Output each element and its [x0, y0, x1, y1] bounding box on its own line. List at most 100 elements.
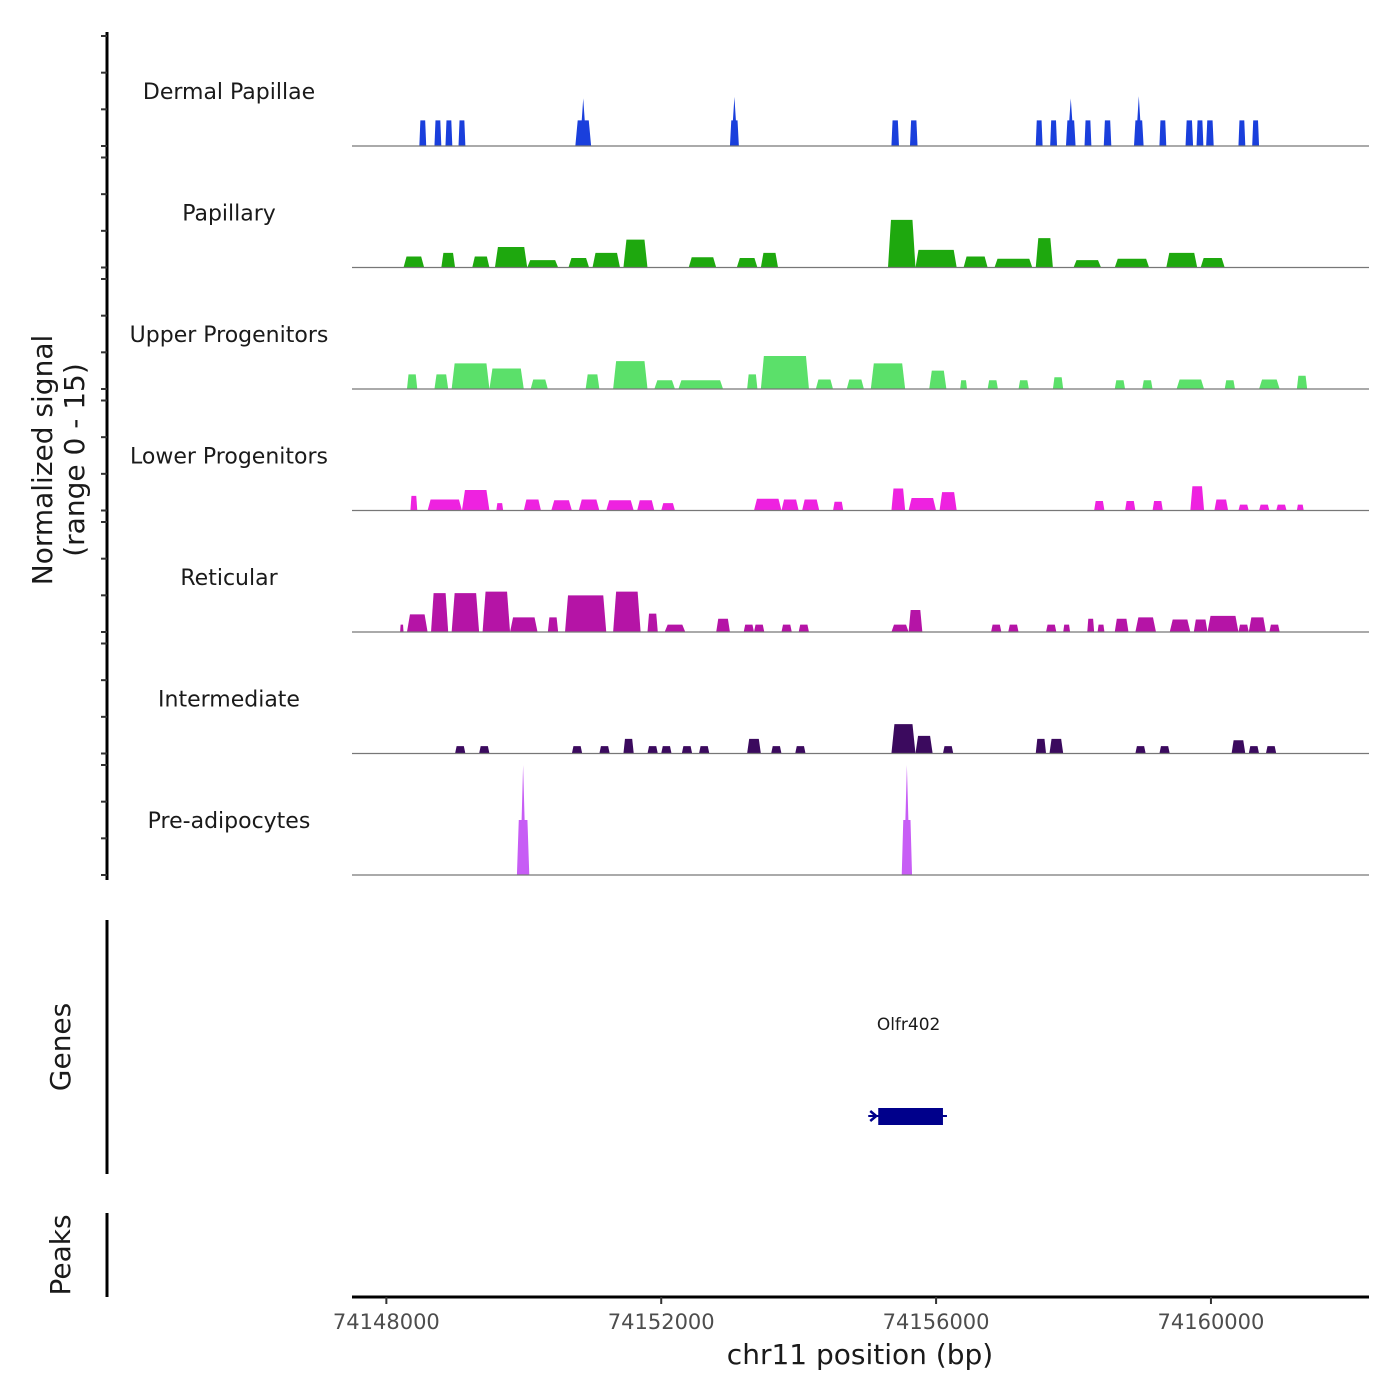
track-label: Papillary [182, 202, 276, 227]
signal-peak [1125, 500, 1136, 511]
signal-peak [991, 624, 1002, 632]
signal-peak [1114, 258, 1150, 268]
signal-peak [939, 492, 957, 511]
signal-peak [496, 503, 504, 511]
track-label: Intermediate [158, 688, 300, 713]
signal-peak [987, 380, 998, 389]
signal-peak [571, 746, 583, 754]
signal-peak [599, 746, 610, 754]
signal-peak [1049, 738, 1064, 754]
signal-peak [915, 735, 933, 754]
signal-peak [516, 765, 530, 875]
signal-peak [1231, 740, 1246, 754]
signal-peak [575, 98, 592, 146]
track-papillary: Papillary [182, 202, 1369, 269]
y-ticks [101, 35, 107, 876]
signal-peak [747, 738, 761, 754]
signal-peak [942, 746, 954, 754]
signal-peak [1238, 120, 1246, 146]
gene-olfr402: Olfr402 [868, 1015, 947, 1125]
signal-peak [606, 500, 634, 511]
signal-peak [1169, 619, 1191, 632]
signal-peak [833, 501, 844, 511]
track-pre-adipocytes: Pre-adipocytes [148, 765, 1369, 876]
signal-peak [846, 379, 864, 389]
signal-peak [410, 495, 418, 511]
signal-peak [527, 260, 559, 268]
signal-peak [678, 380, 724, 389]
signal-peak [1065, 98, 1076, 146]
signal-peak [908, 498, 937, 511]
signal-peak [891, 120, 899, 146]
signal-peak [1252, 120, 1260, 146]
signal-peak [400, 624, 404, 632]
signal-peak [1224, 380, 1236, 389]
signal-peak [1259, 379, 1280, 389]
signal-peak [1206, 120, 1214, 146]
signal-peak [1046, 624, 1057, 632]
signal-peak [753, 498, 782, 511]
signal-peak [427, 499, 462, 511]
signal-peak [419, 120, 427, 146]
signal-peak [1133, 96, 1144, 146]
signal-peak [747, 374, 758, 389]
signal-peak [530, 379, 548, 389]
signal-peak [688, 257, 717, 268]
track-label: Pre-adipocytes [148, 809, 311, 834]
signal-peak [1214, 499, 1229, 511]
track-reticular: Reticular [180, 566, 1369, 633]
signal-peak [461, 489, 490, 511]
signal-peak [771, 746, 782, 754]
signal-peak [716, 618, 730, 632]
track-intermediate: Intermediate [158, 688, 1369, 755]
gene-label: Olfr402 [877, 1015, 941, 1035]
signal-peak [1166, 252, 1198, 268]
signal-peak [1259, 504, 1270, 511]
signal-peak [1073, 260, 1102, 268]
signal-peak [1276, 504, 1287, 511]
signal-peak [760, 356, 809, 389]
signal-peak [891, 624, 909, 632]
y-axis-title-line1: Normalized signal [26, 335, 59, 586]
genes-track: Olfr402 [868, 1015, 947, 1125]
signal-peak [403, 256, 425, 268]
y-axis-title-line2: (range 0 - 15) [58, 363, 91, 557]
signal-peak [1018, 380, 1029, 389]
signal-peak [908, 610, 923, 632]
signal-peak [753, 624, 765, 632]
signal-peak [472, 256, 490, 268]
signal-peak [915, 249, 957, 268]
signal-peak [1159, 120, 1167, 146]
gene-exon [878, 1108, 943, 1125]
signal-peak [1296, 375, 1308, 389]
signal-peak [406, 374, 418, 389]
signal-peak [458, 120, 466, 146]
signal-peak [1097, 624, 1105, 632]
signal-peak [434, 120, 442, 146]
signal-peak [1269, 624, 1280, 632]
x-tick-label: 74152000 [608, 1310, 715, 1334]
genes-panel-label: Genes [44, 1003, 77, 1091]
signal-peak [494, 246, 528, 268]
signal-peak [798, 624, 809, 632]
signal-peak [623, 239, 648, 268]
signal-peak [1052, 377, 1064, 389]
signal-peak [795, 746, 806, 754]
signal-peak [1114, 618, 1129, 632]
signal-peak [613, 361, 648, 389]
signal-peak [565, 595, 607, 632]
strand-arrow-icon [869, 1110, 879, 1122]
signal-peak [637, 500, 655, 511]
x-ticks: 74148000 74152000 74156000 74160000 [333, 1297, 1264, 1334]
signal-peak [451, 593, 480, 632]
signal-peak [1114, 380, 1126, 389]
signal-peak [1207, 615, 1239, 632]
signal-peak [441, 252, 456, 268]
signal-peak [568, 257, 590, 268]
signal-peak [760, 252, 779, 268]
signal-peak [445, 120, 453, 146]
signal-peak [1152, 500, 1163, 511]
signal-peak [802, 499, 820, 511]
signal-peak [909, 120, 918, 146]
signal-peak [1135, 617, 1156, 632]
